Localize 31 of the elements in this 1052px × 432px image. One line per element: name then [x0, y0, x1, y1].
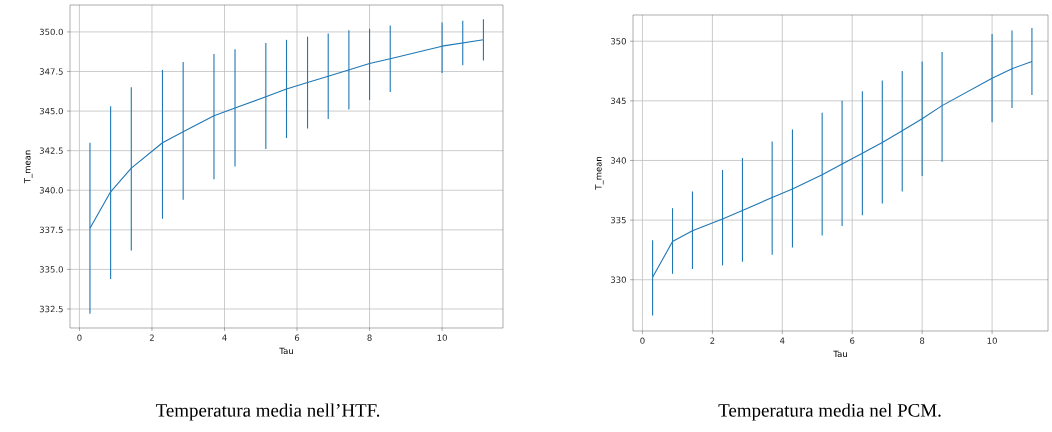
y-tick-label: 335.0: [39, 266, 63, 273]
y-tick-label: 330: [610, 276, 626, 283]
x-tick-label: 0: [640, 337, 645, 344]
x-tick-label: 4: [780, 337, 785, 344]
y-tick-label: 345: [610, 97, 626, 105]
x-axis-title: Tau: [833, 350, 847, 358]
y-tick-label: 342.5: [39, 147, 63, 154]
x-tick-label: 6: [294, 334, 300, 341]
x-tick-label: 8: [920, 337, 925, 344]
x-axis-title: Tau: [279, 347, 293, 355]
x-tick-label: 6: [850, 337, 855, 344]
y-axis-title: T_mean: [24, 150, 33, 184]
x-tick-label: 4: [222, 334, 227, 341]
text: Temperatura media nel PCM.: [718, 403, 941, 421]
x-tick-label: 2: [710, 337, 715, 344]
x-tick-label: 2: [149, 334, 154, 341]
x-tick-label: 0: [77, 334, 82, 341]
y-tick-label: 337.5: [39, 226, 63, 234]
y-tick-label: 350: [610, 38, 626, 45]
y-tick-label: 340.0: [39, 187, 63, 194]
y-tick-label: 350.0: [39, 28, 63, 36]
y-tick-label: 347.5: [39, 68, 63, 75]
y-tick-label: 335: [610, 216, 626, 224]
text: Temperatura media nell’HTF.: [155, 403, 380, 421]
x-tick-label: 10: [437, 334, 447, 341]
x-tick-label: 8: [367, 334, 372, 341]
y-tick-label: 340: [610, 157, 626, 164]
x-tick-label: 10: [987, 337, 997, 344]
y-tick-label: 332.5: [39, 305, 63, 313]
y-axis-title: T_mean: [595, 157, 604, 190]
y-tick-label: 345.0: [39, 107, 63, 115]
